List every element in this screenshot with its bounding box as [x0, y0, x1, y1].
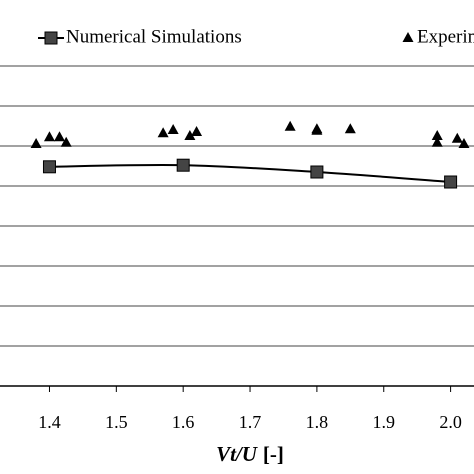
data-point: [431, 130, 443, 140]
data-point: [311, 124, 323, 135]
data-point: [176, 158, 190, 172]
data-point: [184, 130, 196, 140]
x-tick-label: 2.0: [439, 412, 462, 432]
data-point: [42, 160, 56, 174]
x-axis-title: Vt/U [-]: [216, 442, 284, 466]
data-point: [344, 123, 356, 134]
series-line: [49, 163, 451, 183]
data-point: [191, 126, 203, 136]
x-axis-title-main: Vt/U: [216, 442, 259, 466]
x-tick-label: 1.8: [306, 412, 329, 432]
data-point: [310, 165, 324, 179]
data-point: [157, 127, 169, 138]
data-point: [431, 136, 443, 147]
legend-label: Numerical Simulations: [66, 26, 242, 47]
legend-marker: [44, 31, 58, 45]
data-point: [60, 136, 72, 147]
data-point: [54, 131, 66, 142]
data-point: [458, 138, 470, 148]
x-tick-label: 1.5: [105, 412, 128, 432]
data-point: [451, 132, 463, 143]
data-point: [30, 138, 42, 148]
data-point: [167, 124, 179, 134]
x-tick-label: 1.4: [38, 412, 61, 432]
legend-label: Experiments: [417, 26, 474, 47]
data-point: [444, 175, 458, 189]
legend-marker: [402, 32, 414, 42]
data-point: [284, 120, 296, 131]
data-point: [43, 131, 55, 142]
x-tick-label: 1.7: [239, 412, 262, 432]
x-axis-title-unit: [-]: [263, 442, 284, 466]
x-tick-label: 1.6: [172, 412, 195, 432]
x-tick-label: 1.9: [372, 412, 395, 432]
